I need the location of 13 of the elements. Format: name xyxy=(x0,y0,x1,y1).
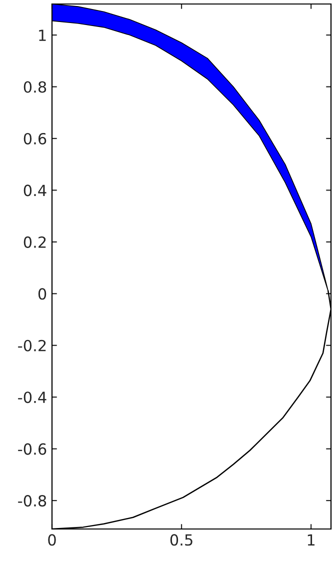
y-tick-label: 0.4 xyxy=(24,184,46,196)
y-tick-label: -0.8 xyxy=(18,495,46,507)
y-tick-label: 0.2 xyxy=(24,236,46,248)
x-tick-label: 1 xyxy=(308,534,314,546)
y-tick-label: 1 xyxy=(39,30,46,41)
y-tick-label: -0.4 xyxy=(18,392,46,404)
y-tick-label: 0 xyxy=(38,288,46,300)
y-tick-label: 0.8 xyxy=(24,81,46,93)
y-tick-label: -0.2 xyxy=(18,340,46,352)
x-tick-label: 0 xyxy=(48,534,56,546)
x-tick-label: 0.5 xyxy=(170,534,192,546)
y-tick-label: -0.6 xyxy=(18,443,46,455)
y-tick-label: 0.6 xyxy=(24,132,46,145)
